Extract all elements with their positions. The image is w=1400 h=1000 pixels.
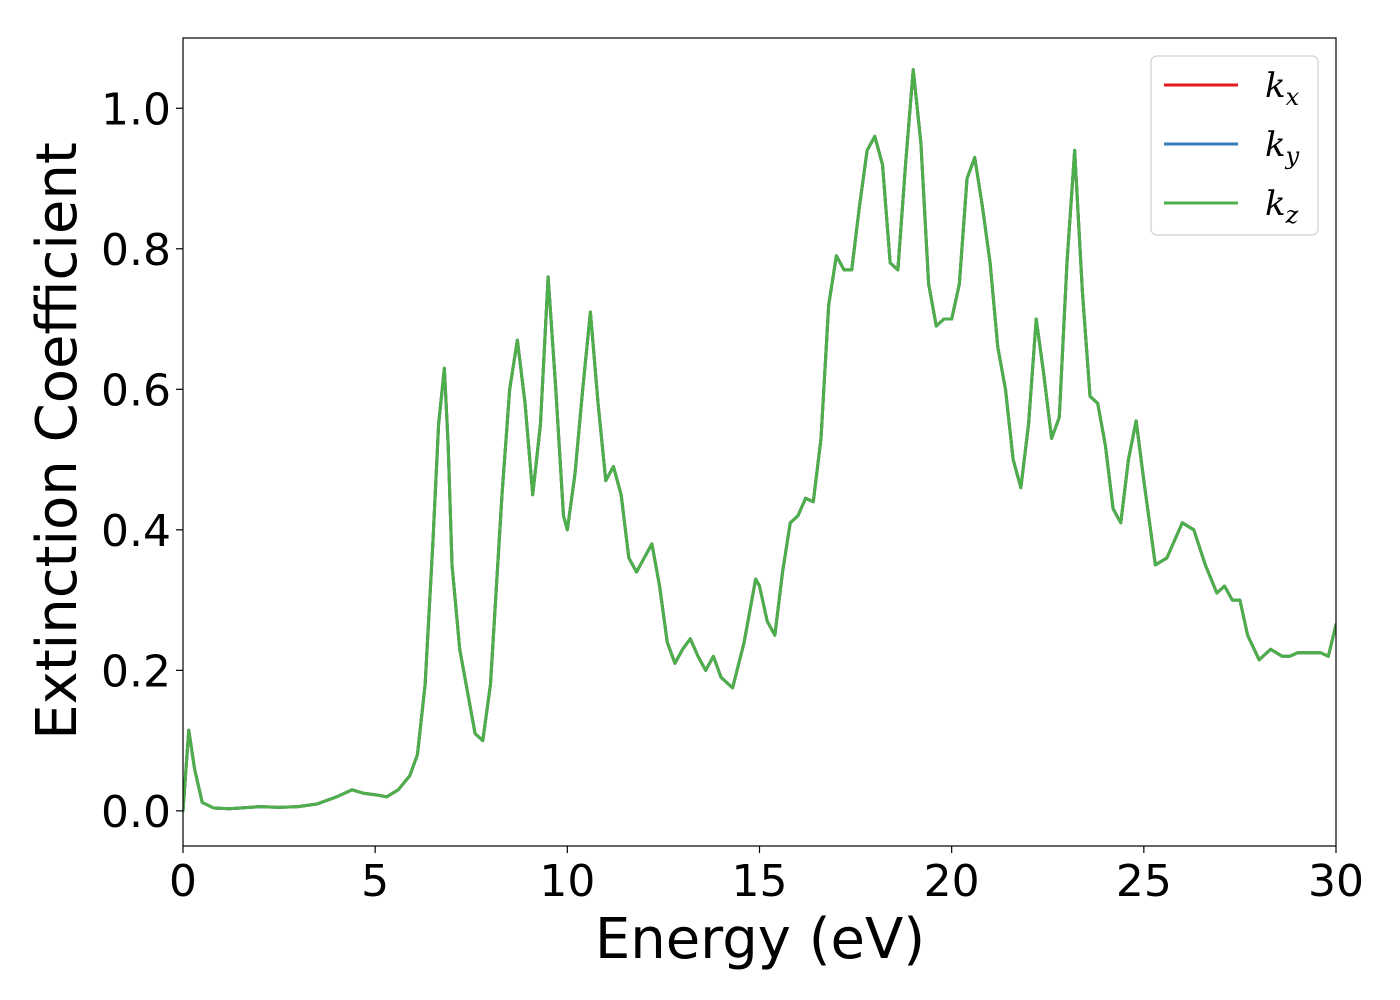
x-tick-label: 20 xyxy=(924,856,980,907)
legend-label-subscript: y xyxy=(1285,142,1300,170)
series-line-k-z xyxy=(183,68,1336,813)
y-axis-title: Extinction Coefficient xyxy=(25,142,90,740)
y-tick-label: 0.2 xyxy=(101,646,171,697)
x-tick-label: 5 xyxy=(361,856,389,907)
y-tick-label: 0.8 xyxy=(101,225,171,276)
y-axis: 0.0 0.2 0.4 0.6 0.8 1.0 xyxy=(101,84,183,838)
y-tick-label: 0.4 xyxy=(101,506,171,557)
y-tick-label: 0.0 xyxy=(101,787,171,838)
x-tick-label: 25 xyxy=(1116,856,1172,907)
y-tick-label: 0.6 xyxy=(101,365,171,416)
x-tick-label: 0 xyxy=(169,856,197,907)
x-tick-label: 10 xyxy=(539,856,595,907)
legend-label-subscript: z xyxy=(1285,201,1299,229)
x-tick-label: 15 xyxy=(732,856,788,907)
x-tick-label: 30 xyxy=(1308,856,1364,907)
y-tick-label: 1.0 xyxy=(101,84,171,135)
x-axis-title: Energy (eV) xyxy=(595,907,925,972)
legend-label-subscript: x xyxy=(1286,83,1300,111)
x-axis: 0 5 10 15 20 25 30 xyxy=(169,846,1364,907)
plot-area xyxy=(182,37,1337,847)
